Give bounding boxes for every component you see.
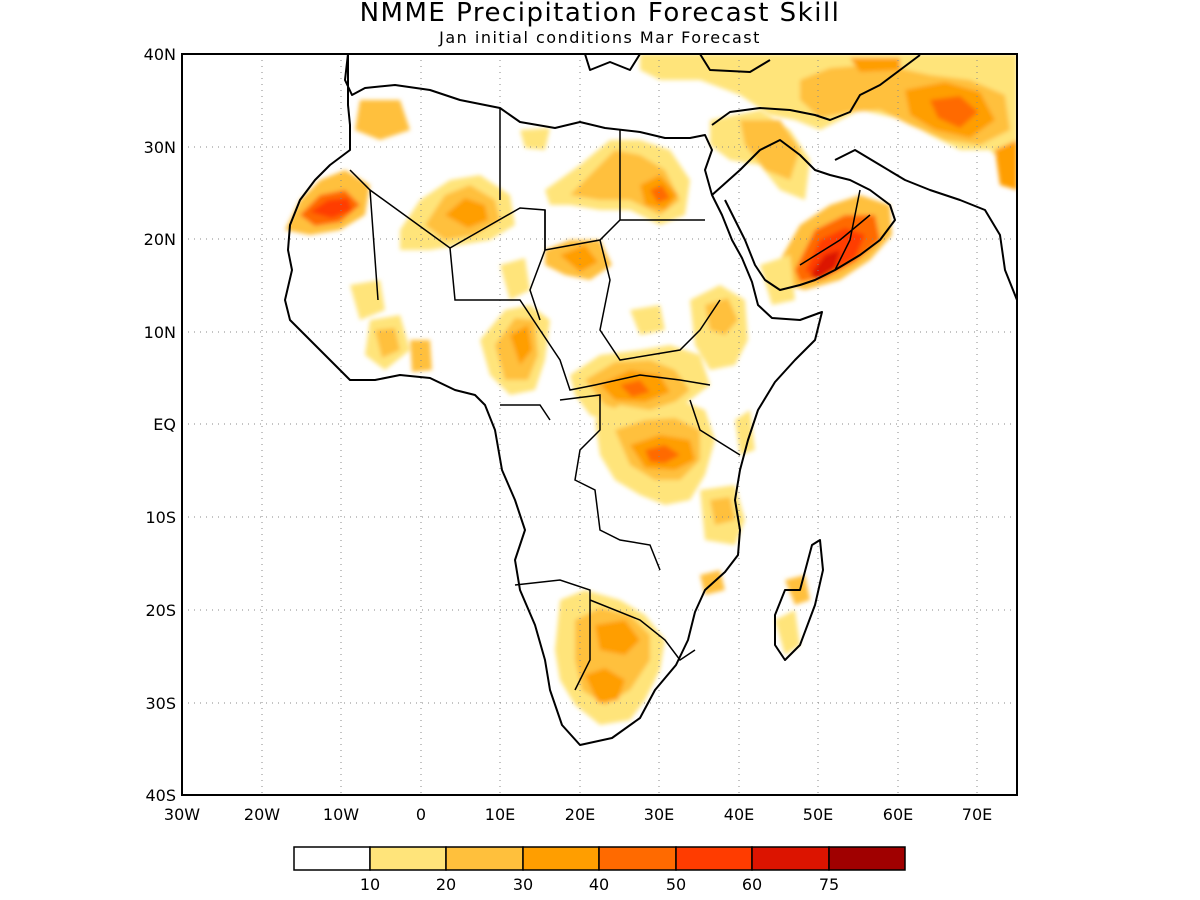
map-subtitle: Jan initial conditions Mar Forecast — [439, 28, 761, 47]
country-borders — [349, 108, 871, 691]
lon-label: 10W — [323, 805, 359, 824]
legend-label: 20 — [436, 875, 456, 894]
lat-label: EQ — [153, 415, 176, 434]
legend-swatch — [675, 846, 753, 871]
skill-shading — [285, 54, 1017, 725]
lon-label: 10E — [485, 805, 515, 824]
legend-label: 50 — [666, 875, 686, 894]
lon-label: 30E — [644, 805, 674, 824]
legend-label: 10 — [360, 875, 380, 894]
lon-label: 40E — [724, 805, 754, 824]
legend-swatch — [522, 846, 600, 871]
lon-label: 50E — [803, 805, 833, 824]
lon-label: 30W — [164, 805, 200, 824]
legend-label: 30 — [513, 875, 533, 894]
coastlines — [284, 54, 1017, 746]
lat-label: 20S — [145, 601, 176, 620]
lon-label: 70E — [962, 805, 992, 824]
legend-label: 40 — [589, 875, 609, 894]
legend-label: 60 — [742, 875, 762, 894]
lat-label: 40S — [145, 786, 176, 805]
legend-label: 75 — [819, 875, 839, 894]
legend-swatch — [828, 846, 906, 871]
legend-swatch — [445, 846, 524, 871]
lat-label: 30S — [145, 694, 176, 713]
legend-swatch — [293, 846, 371, 871]
lon-label: 0 — [416, 805, 426, 824]
lat-label: 30N — [144, 138, 176, 157]
color-legend — [293, 846, 906, 871]
legend-labels: 10 20 30 40 50 60 75 — [360, 875, 839, 894]
legend-swatch — [369, 846, 447, 871]
legend-swatch — [751, 846, 830, 871]
map-title: NMME Precipitation Forecast Skill — [359, 0, 841, 28]
lat-label: 20N — [144, 230, 176, 249]
lon-label: 60E — [883, 805, 913, 824]
lat-label: 10N — [144, 323, 176, 342]
lat-label: 10S — [145, 508, 176, 527]
legend-swatch — [598, 846, 677, 871]
lon-label: 20W — [244, 805, 280, 824]
lon-axis: 30W 20W 10W 0 10E 20E 30E 40E 50E 60E 70… — [164, 805, 992, 824]
lat-label: 40N — [144, 45, 176, 64]
lon-label: 20E — [565, 805, 595, 824]
map-frame — [181, 53, 1018, 796]
lat-axis: 40N 30N 20N 10N EQ 10S 20S 30S 40S — [144, 45, 176, 805]
